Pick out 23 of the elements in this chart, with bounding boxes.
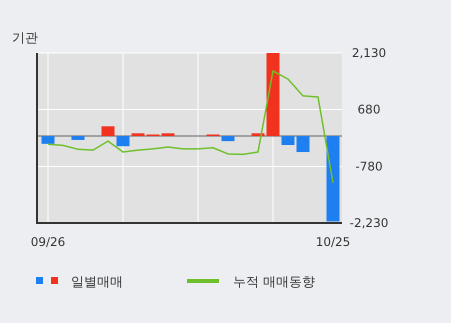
bar [102,126,114,136]
bar [266,53,280,136]
bar [282,136,294,146]
y-tick-label: -2,230 [350,216,388,230]
legend-item: 일별매매 [36,275,123,290]
y-tick-label: 680 [358,102,380,117]
bar [162,133,174,136]
x-tick-label: 09/26 [30,235,66,249]
legend-label: 누적 매매동향 [233,275,316,290]
bar [42,136,54,144]
bar [116,136,130,146]
chart-title: 기관 [12,31,38,46]
bar [326,136,340,222]
y-tick-label: -780 [355,159,383,174]
bar [72,136,84,140]
bar [296,136,310,152]
line-series [47,70,334,184]
x-tick-label: 10/25 [316,235,350,249]
bar [132,133,144,136]
y-tick-label: 2,130 [352,46,386,60]
bar [222,136,234,142]
legend-item: 누적 매매동향 [187,275,316,290]
legend-label: 일별매매 [71,275,123,290]
